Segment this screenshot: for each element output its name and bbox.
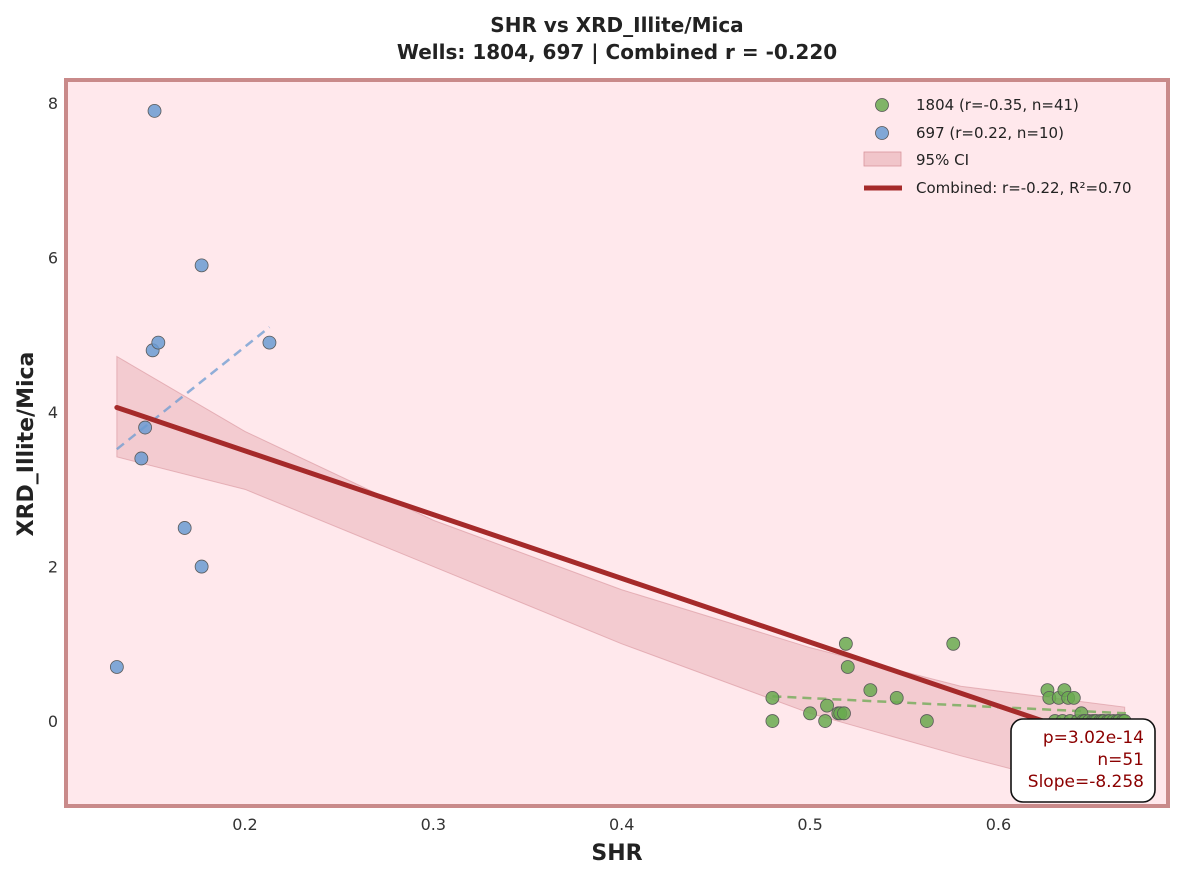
data-point-series-1-0 [109,660,124,674]
data-point-series-0-0 [765,690,780,705]
stats-p-value: p=3.02e-14 [1043,728,1144,748]
y-tick-label: 8 [48,94,58,113]
data-point-series-1-8 [194,258,209,273]
combined-regression-line [114,404,1128,752]
stats-slope: Slope=-8.258 [1028,772,1144,792]
data-point-series-0-12 [919,714,934,728]
data-point-series-0-1 [765,714,780,728]
y-axis-label: XRD_Illite/Mica [14,352,39,537]
legend-ci-swatch [863,151,902,167]
data-point-series-1-9 [262,335,277,350]
chart-title: SHR vs XRD_Illite/Mica [490,13,743,37]
data-point-series-0-4 [820,698,834,713]
data-point-series-1-6 [177,521,192,535]
y-tick-label: 6 [48,249,58,268]
data-point-series-0-3 [818,714,833,728]
y-tick-label: 4 [48,403,58,422]
legend-label-fit: Combined: r=-0.22, R²=0.70 [916,179,1132,197]
x-axis-ticks: 0.2 0.3 0.4 0.5 0.6 [232,815,1011,834]
data-point-series-0-2 [803,706,817,721]
data-point-series-1-7 [194,559,209,574]
data-point-series-1-2 [138,420,153,435]
y-tick-label: 2 [48,558,58,577]
plot-border [64,78,1170,808]
data-point-series-1-4 [147,103,162,118]
stats-box [1010,718,1156,803]
data-point-series-0-8 [838,636,853,651]
stats-n: n=51 [1097,750,1144,770]
legend-label-ci: 95% CI [916,151,969,169]
x-tick-label: 0.4 [609,815,634,834]
data-point-series-0-9 [840,660,855,674]
legend: 1804 (r=-0.35, n=41) 697 (r=0.22, n=10) … [863,96,1132,197]
stats-annotation: p=3.02e-14 n=51 Slope=-8.258 [1010,718,1156,803]
data-point-series-1-1 [134,451,149,466]
x-tick-label: 0.2 [232,815,257,834]
x-axis-label: SHR [591,841,642,866]
legend-marker-1804 [875,98,889,112]
data-point-series-0-7 [837,706,851,721]
y-axis-ticks: 0 2 4 6 8 [48,94,58,731]
x-tick-label: 0.6 [986,815,1011,834]
data-point-series-0-11 [889,690,904,705]
y-tick-label: 0 [48,712,58,731]
data-point-series-0-10 [863,683,878,698]
chart-subtitle: Wells: 1804, 697 | Combined r = -0.220 [397,40,837,64]
x-tick-label: 0.5 [797,815,822,834]
data-point-series-1-5 [151,335,166,350]
legend-marker-697 [875,126,889,140]
x-tick-label: 0.3 [421,815,446,834]
legend-label-1804: 1804 (r=-0.35, n=41) [916,96,1079,114]
data-point-series-0-22 [1066,690,1081,705]
data-point-series-0-13 [946,636,961,651]
legend-label-697: 697 (r=0.22, n=10) [916,124,1064,142]
regression-line-layer [114,404,1128,752]
